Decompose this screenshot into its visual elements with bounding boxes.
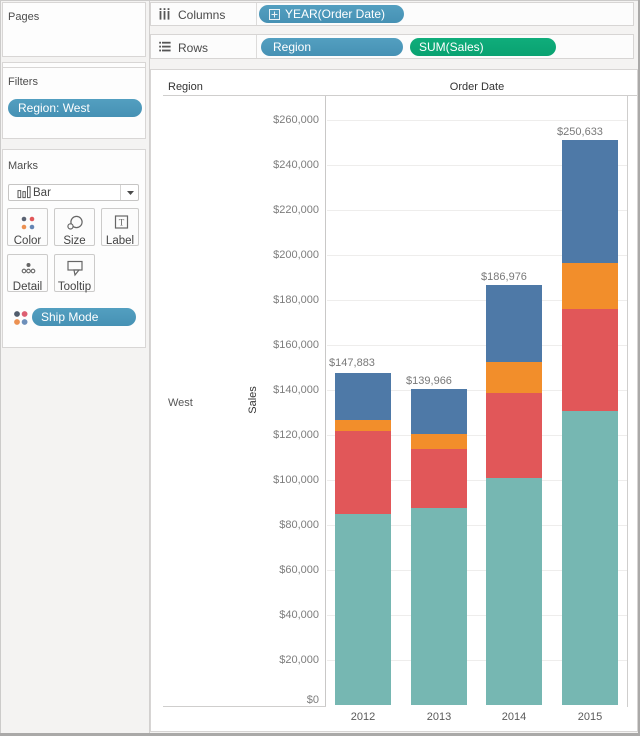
svg-text:T: T <box>119 218 125 228</box>
